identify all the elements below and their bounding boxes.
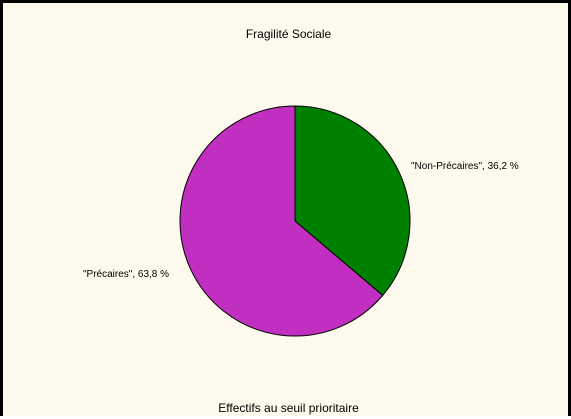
- slice-label-precaires: "Précaires", 63,8 %: [83, 269, 170, 280]
- pie-chart: [179, 105, 411, 337]
- pie-slice-precaires: [179, 105, 384, 337]
- chart-title: Fragilité Sociale: [245, 27, 332, 41]
- pie-slice-non-precaires: [294, 105, 411, 297]
- slice-label-non-precaires: "Non-Précaires", 36,2 %: [411, 161, 519, 172]
- chart-subtitle: Effectifs au seuil prioritaire: [218, 401, 359, 415]
